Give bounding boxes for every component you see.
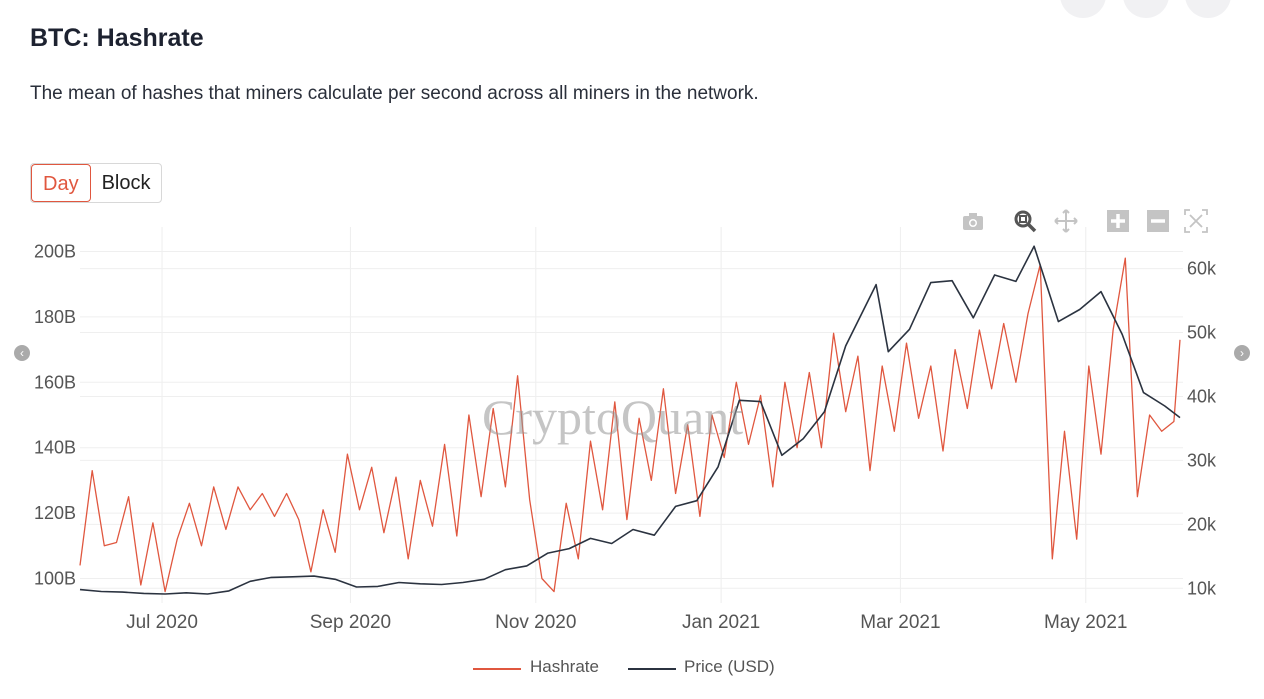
x-tick-label: Sep 2020 [310,612,391,633]
share-button[interactable] [1060,0,1106,18]
toggle-day[interactable]: Day [31,164,91,202]
legend-hashrate-swatch [473,668,521,670]
right-axis-tick-label: 40k [1187,386,1217,406]
left-axis-tick-label: 140B [34,438,76,458]
page-title: BTC: Hashrate [30,24,204,52]
bookmark-button[interactable] [1123,0,1169,18]
x-tick-label: Jan 2021 [682,612,760,633]
x-tick-label: Jul 2020 [126,612,198,633]
watermark: CryptoQuant [482,389,744,445]
autoscale-icon[interactable] [1184,209,1208,233]
left-axis-tick-label: 180B [34,307,76,327]
price-line[interactable] [79,245,1181,595]
zoom-in-icon[interactable] [1106,209,1130,233]
pan-icon[interactable] [1054,209,1078,233]
left-axis-tick-label: 200B [34,242,76,262]
page-description: The mean of hashes that miners calculate… [30,83,759,104]
toggle-block[interactable]: Block [101,172,151,194]
right-axis-tick-label: 10k [1187,578,1217,598]
more-button[interactable] [1185,0,1231,18]
zoom-icon[interactable] [1013,209,1037,233]
x-tick-label: May 2021 [1044,612,1127,633]
x-tick-label: Nov 2020 [495,612,576,633]
scroll-right-button[interactable]: › [1234,345,1250,361]
right-axis-tick-label: 50k [1187,323,1217,343]
scroll-left-button[interactable]: ‹ [14,345,30,361]
left-axis-tick-label: 160B [34,372,76,392]
right-axis-tick-label: 30k [1187,450,1217,470]
resolution-toggle: Day Block [30,163,163,203]
right-axis-tick-label: 20k [1187,514,1217,534]
x-tick-label: Mar 2021 [860,612,940,633]
zoom-out-icon[interactable] [1146,209,1170,233]
right-axis-tick-label: 60k [1187,259,1217,279]
camera-icon[interactable] [961,209,985,233]
hashrate-line[interactable] [79,257,1181,593]
legend-price[interactable]: Price (USD) [684,657,775,676]
left-axis-tick-label: 120B [34,503,76,523]
legend-price-swatch [628,668,676,670]
legend-hashrate[interactable]: Hashrate [530,657,599,676]
left-axis-tick-label: 100B [34,568,76,588]
